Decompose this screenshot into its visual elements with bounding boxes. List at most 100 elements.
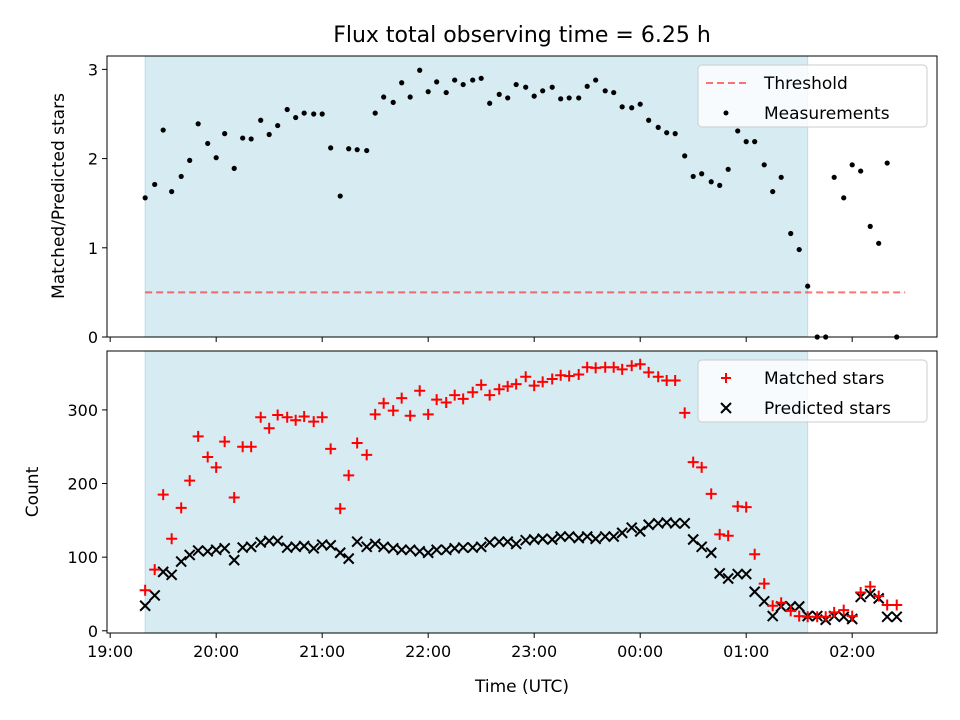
predicted-star-point <box>642 519 655 531</box>
measurement-point <box>328 145 334 151</box>
matched-star-point <box>316 411 328 423</box>
measurement-point <box>425 89 431 95</box>
predicted-star-point <box>679 517 691 529</box>
matched-star-point <box>431 394 443 406</box>
y-tick-label: 100 <box>67 548 98 567</box>
matched-star-point <box>881 599 893 611</box>
measurement-point <box>513 81 519 88</box>
x-tick-label: 00:00 <box>617 642 663 661</box>
measurement-point <box>637 101 643 107</box>
predicted-star-point <box>616 527 628 539</box>
predicted-star-point <box>536 533 549 545</box>
predicted-star-point <box>740 568 752 580</box>
measurement-point <box>470 77 476 83</box>
predicted-star-point <box>475 541 487 553</box>
measurement-point <box>884 160 890 166</box>
measurement-point <box>319 111 325 117</box>
predicted-star-point <box>626 522 638 534</box>
predicted-star-point <box>271 535 284 547</box>
predicted-star-point <box>546 533 558 546</box>
predicted-star-point <box>324 539 337 552</box>
predicted-star-point <box>563 530 575 543</box>
matched-star-point <box>608 361 620 373</box>
y-tick-label: 1 <box>88 239 98 258</box>
measurement-point <box>602 88 608 94</box>
matched-star-point <box>255 411 267 423</box>
predicted-star-point <box>430 544 443 556</box>
measurement-point <box>558 96 564 102</box>
measurement-point <box>743 139 749 145</box>
measurement-point <box>505 95 511 101</box>
matched-star-point <box>228 492 240 504</box>
measurement-point <box>796 246 802 253</box>
measurement-point <box>372 110 378 116</box>
predicted-star-point <box>245 541 257 553</box>
matched-star-point <box>369 408 381 420</box>
matched-star-point <box>634 358 646 370</box>
matched-star-point <box>404 410 416 422</box>
matched-star-point <box>828 606 840 618</box>
matched-star-point <box>891 599 903 611</box>
measurement-point <box>417 67 423 73</box>
legend-label: Matched stars <box>764 369 884 389</box>
measurement-point <box>346 146 352 152</box>
predicted-star-point <box>175 555 187 568</box>
measurement-point <box>364 147 370 154</box>
measurement-point <box>478 75 484 81</box>
matched-star-point <box>202 451 214 463</box>
matched-star-point <box>775 597 787 609</box>
matched-star-point <box>528 380 540 392</box>
legend-label: Predicted stars <box>764 399 891 419</box>
measurement-point <box>682 153 688 159</box>
measurement-point <box>699 171 705 177</box>
measurement-point <box>195 121 201 127</box>
matched-star-point <box>838 604 850 616</box>
measurement-point <box>841 195 847 201</box>
predicted-star-point <box>599 530 611 543</box>
x-tick-label: 19:00 <box>87 642 133 661</box>
predicted-star-point <box>758 595 770 608</box>
x-tick-label: 21:00 <box>299 642 345 661</box>
measurement-point <box>646 117 652 123</box>
matched-star-point <box>749 548 761 560</box>
matched-star-point <box>696 461 708 473</box>
measurement-point <box>717 182 723 188</box>
matched-star-point <box>546 373 558 385</box>
measurement-point <box>240 135 246 141</box>
matched-star-point <box>520 371 532 383</box>
measurement-point <box>142 195 148 201</box>
matched-star-point <box>573 369 585 381</box>
matched-star-point <box>157 489 169 501</box>
matched-star-point <box>210 461 222 473</box>
measurement-point <box>778 174 784 180</box>
measurement-point <box>690 173 696 180</box>
matched-star-point <box>378 397 390 409</box>
predicted-star-point <box>695 541 708 553</box>
matched-star-point <box>298 411 310 423</box>
chart-title: Flux total observing time = 6.25 h <box>333 23 711 48</box>
measurement-point <box>584 83 590 89</box>
x-tick-label: 20:00 <box>193 642 239 661</box>
matched-star-point <box>440 397 452 409</box>
measurement-point <box>831 174 837 180</box>
measurement-point <box>178 173 184 180</box>
predicted-star-point <box>139 600 151 612</box>
measurement-point <box>152 181 158 188</box>
matched-star-point <box>272 409 284 421</box>
matched-star-point <box>873 590 885 602</box>
predicted-star-point <box>165 569 178 581</box>
matched-star-point <box>502 380 514 392</box>
x-axis-label: Time (UTC) <box>474 677 569 697</box>
measurement-point <box>576 95 582 101</box>
predicted-star-point <box>183 549 196 561</box>
measurement-point <box>876 240 882 246</box>
measurement-point <box>752 139 758 145</box>
matched-star-point <box>343 469 355 481</box>
matched-star-point <box>449 389 461 401</box>
matched-star-point <box>361 449 373 461</box>
predicted-star-point <box>493 535 505 548</box>
measurement-point <box>849 162 855 168</box>
y-tick-label: 0 <box>88 622 98 641</box>
matched-star-point <box>740 501 752 513</box>
